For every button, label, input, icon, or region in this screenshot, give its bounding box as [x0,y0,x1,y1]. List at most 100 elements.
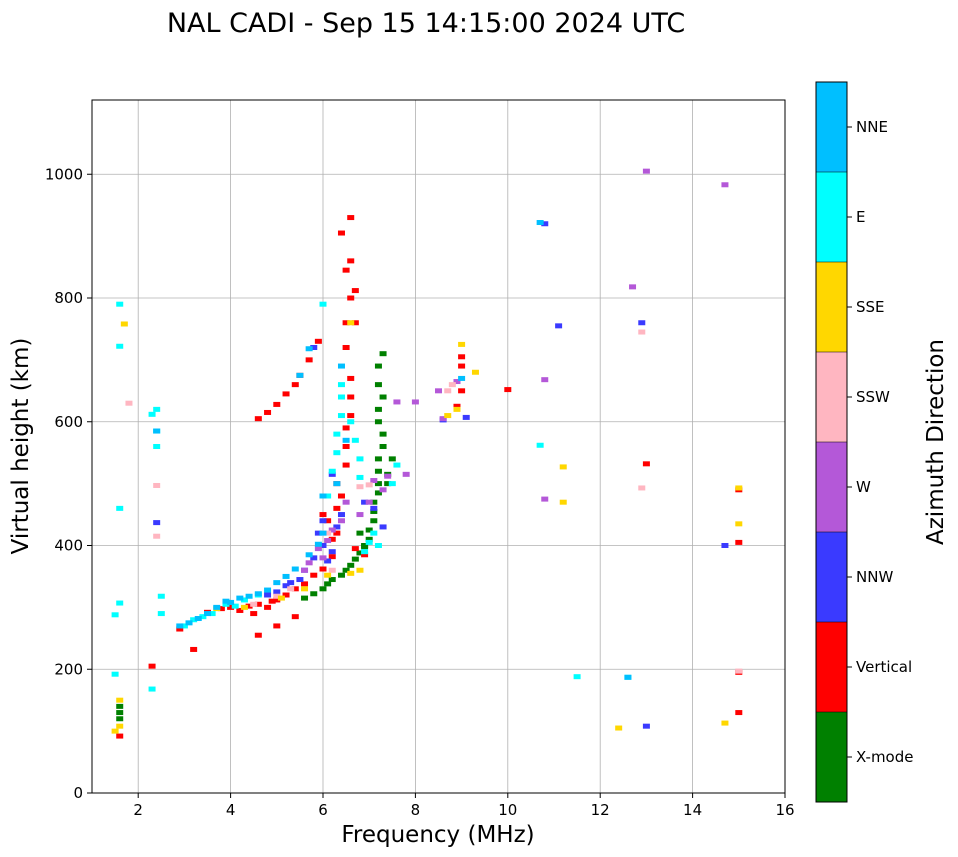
point-vertical [361,552,369,558]
point-nne [236,595,244,601]
point-vertical [342,444,350,449]
point-nnw [333,524,341,530]
point-nnw [319,518,327,524]
point-nnw [642,723,650,729]
grid [92,100,786,794]
data-points [111,168,743,739]
point-nne [333,481,341,487]
colorbar: X-mode Vertical NNW W SSW SSE E NNE [815,81,913,803]
point-vertical [301,581,309,587]
point-e [116,505,124,511]
point-vertical [735,539,743,545]
point-nne [213,604,221,610]
point-e [153,444,161,449]
point-sse [453,406,461,412]
point-vertical [453,403,461,409]
y-tick-label: 400 [54,537,83,555]
point-ssw [356,484,364,490]
point-w [411,399,419,405]
point-e [148,411,156,417]
point-e [111,612,119,618]
point-x-mode [374,419,382,425]
point-w [365,499,373,505]
point-nnw [310,555,318,561]
point-x-mode [370,499,378,505]
point-e [116,301,124,307]
point-x-mode [310,591,318,597]
point-nnw [324,558,332,564]
point-x-mode [374,406,382,412]
point-nnw [361,499,369,505]
point-sse [559,499,567,505]
point-vertical [305,357,313,363]
point-x-mode [365,536,373,542]
point-w [402,471,410,477]
point-sse [356,567,364,573]
colorbar-segment-nne [816,82,847,172]
point-e [222,601,230,607]
point-nne [536,220,544,226]
point-e [337,394,345,400]
point-vertical [190,646,198,652]
point-vertical [264,409,272,415]
point-nnw [337,512,345,518]
colorbar-tick-label: Vertical [856,658,912,676]
point-vertical [342,267,350,273]
x-tick-label: 10 [498,801,517,819]
point-vertical [254,601,262,607]
point-vertical [254,416,262,422]
point-ssw [638,485,646,491]
point-e [337,413,345,419]
point-nnw [153,520,161,526]
colorbar-segment-vertical [816,622,847,712]
x-tick-label: 2 [133,801,143,819]
point-vertical [347,413,355,419]
point-nne [337,363,345,369]
point-e [573,674,581,680]
point-vertical [458,354,466,360]
point-nnw [328,471,336,477]
point-nnw [721,543,729,548]
point-e [153,406,161,412]
point-vertical [351,320,359,326]
point-nnw [287,580,295,586]
point-vertical [245,603,253,609]
point-vertical [264,604,272,610]
x-tick-label: 12 [591,801,610,819]
point-w [337,518,345,524]
colorbar-segment-sse [816,262,847,352]
point-nne [305,552,313,558]
point-nne [176,623,184,629]
point-w [721,182,729,188]
point-sse [116,697,124,703]
point-vertical [250,611,258,617]
point-vertical [273,597,281,603]
point-w [541,377,549,383]
point-ssw [638,329,646,335]
point-e [157,593,165,599]
point-vertical [268,598,276,604]
y-tick-label: 200 [54,660,83,678]
point-ssw [365,482,373,488]
point-sse [735,521,743,527]
point-nne [314,541,322,547]
point-nnw [273,589,281,595]
colorbar-segment-w [816,442,847,532]
point-x-mode [374,481,382,487]
point-nne [305,346,313,352]
point-nnw [319,543,327,548]
point-w [393,399,401,405]
point-vertical [458,363,466,369]
point-w [384,473,392,479]
point-nnw [541,221,549,227]
x-tick-label: 16 [775,801,794,819]
point-w [314,546,322,552]
point-vertical [342,345,350,350]
point-sse [615,725,623,731]
point-w [356,512,364,518]
point-vertical [328,536,336,542]
point-nne [282,573,290,579]
point-e [356,474,364,480]
plot-area-frame [91,99,786,794]
point-nne [153,428,161,434]
